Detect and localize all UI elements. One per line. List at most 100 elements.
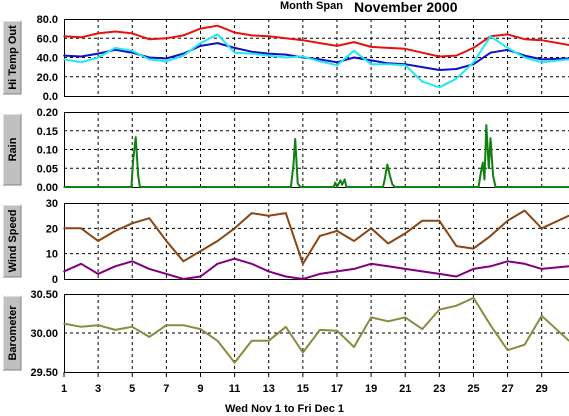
y-tick-label: 29.50 — [30, 367, 58, 379]
data-point — [523, 54, 526, 57]
y-tick-label: 0.05 — [37, 163, 58, 175]
data-point — [216, 42, 219, 44]
data-point — [97, 56, 99, 59]
data-point — [284, 53, 287, 56]
data-point — [472, 61, 475, 64]
data-point — [299, 186, 302, 188]
data-point — [134, 136, 137, 138]
data-point — [97, 273, 99, 275]
data-point — [319, 58, 321, 61]
data-point — [336, 230, 338, 232]
data-point — [489, 324, 492, 327]
data-point — [438, 55, 441, 58]
data-point — [80, 36, 82, 39]
data-point — [199, 328, 202, 330]
data-point — [339, 179, 342, 182]
data-point — [290, 186, 292, 188]
data-point — [494, 186, 497, 188]
y-tick-label: 0.15 — [37, 126, 58, 138]
data-point — [387, 265, 389, 268]
data-point — [489, 51, 492, 54]
data-point — [387, 320, 389, 323]
data-point — [216, 24, 219, 27]
data-point — [63, 227, 65, 230]
data-point — [477, 186, 480, 188]
data-point — [131, 49, 134, 52]
data-point — [296, 182, 299, 185]
x-tick-label: 13 — [263, 383, 275, 395]
data-point — [165, 240, 168, 242]
data-point — [131, 51, 134, 54]
data-point — [404, 268, 407, 270]
data-point — [199, 250, 202, 252]
data-point — [523, 56, 526, 59]
y-tick-label: 0.00 — [37, 182, 58, 194]
data-point — [540, 315, 543, 317]
data-point — [284, 37, 287, 40]
data-point — [199, 42, 202, 44]
data-point — [370, 227, 372, 230]
data-point — [438, 308, 441, 311]
data-point — [370, 316, 372, 319]
x-tick-label: 21 — [399, 383, 411, 395]
data-point — [131, 222, 134, 225]
data-point — [455, 245, 458, 247]
data-point — [394, 186, 396, 188]
data-point — [489, 137, 492, 140]
data-point — [506, 349, 509, 351]
y-tick-label: 10 — [46, 249, 58, 261]
data-point — [523, 38, 526, 41]
data-point — [80, 227, 82, 230]
series-wind-1 — [63, 257, 569, 280]
data-point — [421, 51, 424, 54]
span-label: Month Span — [280, 0, 343, 12]
data-point — [114, 265, 116, 268]
plot-frame — [64, 294, 569, 373]
data-point — [216, 33, 219, 36]
data-point — [267, 214, 270, 217]
data-point — [336, 270, 338, 273]
y-tick-label: 0.10 — [37, 145, 58, 157]
data-point — [302, 55, 304, 58]
data-point — [199, 27, 202, 30]
data-point — [284, 275, 287, 278]
data-point — [387, 63, 389, 66]
data-point — [165, 324, 168, 327]
data-point — [370, 63, 372, 66]
data-point — [302, 263, 304, 265]
data-point — [284, 325, 287, 328]
data-point — [114, 47, 116, 49]
date-range-label: Wed Nov 1 to Fri Dec 1 — [225, 403, 344, 415]
data-point — [438, 69, 441, 71]
data-point — [353, 41, 355, 43]
data-point — [540, 227, 543, 230]
data-point — [336, 186, 338, 188]
data-point — [506, 260, 509, 263]
data-point — [455, 68, 458, 70]
data-point — [63, 35, 65, 38]
data-point — [387, 242, 389, 245]
data-point — [479, 174, 482, 177]
data-point — [63, 322, 65, 325]
data-point — [438, 86, 441, 89]
x-tick-label: 5 — [129, 383, 135, 395]
data-point — [421, 80, 424, 83]
data-point — [233, 47, 236, 49]
data-point — [386, 163, 389, 166]
data-point — [199, 45, 202, 47]
data-point — [483, 178, 486, 181]
data-point — [389, 174, 391, 177]
data-point — [63, 58, 65, 61]
data-point — [421, 66, 424, 68]
data-point — [267, 54, 270, 57]
data-point — [233, 51, 236, 54]
data-point — [334, 181, 337, 184]
data-point — [97, 324, 99, 327]
data-point — [345, 186, 348, 188]
data-point — [63, 54, 65, 57]
data-point — [353, 49, 355, 52]
series-temperature-0 — [63, 24, 569, 58]
data-point — [182, 278, 185, 280]
data-point — [182, 52, 185, 55]
